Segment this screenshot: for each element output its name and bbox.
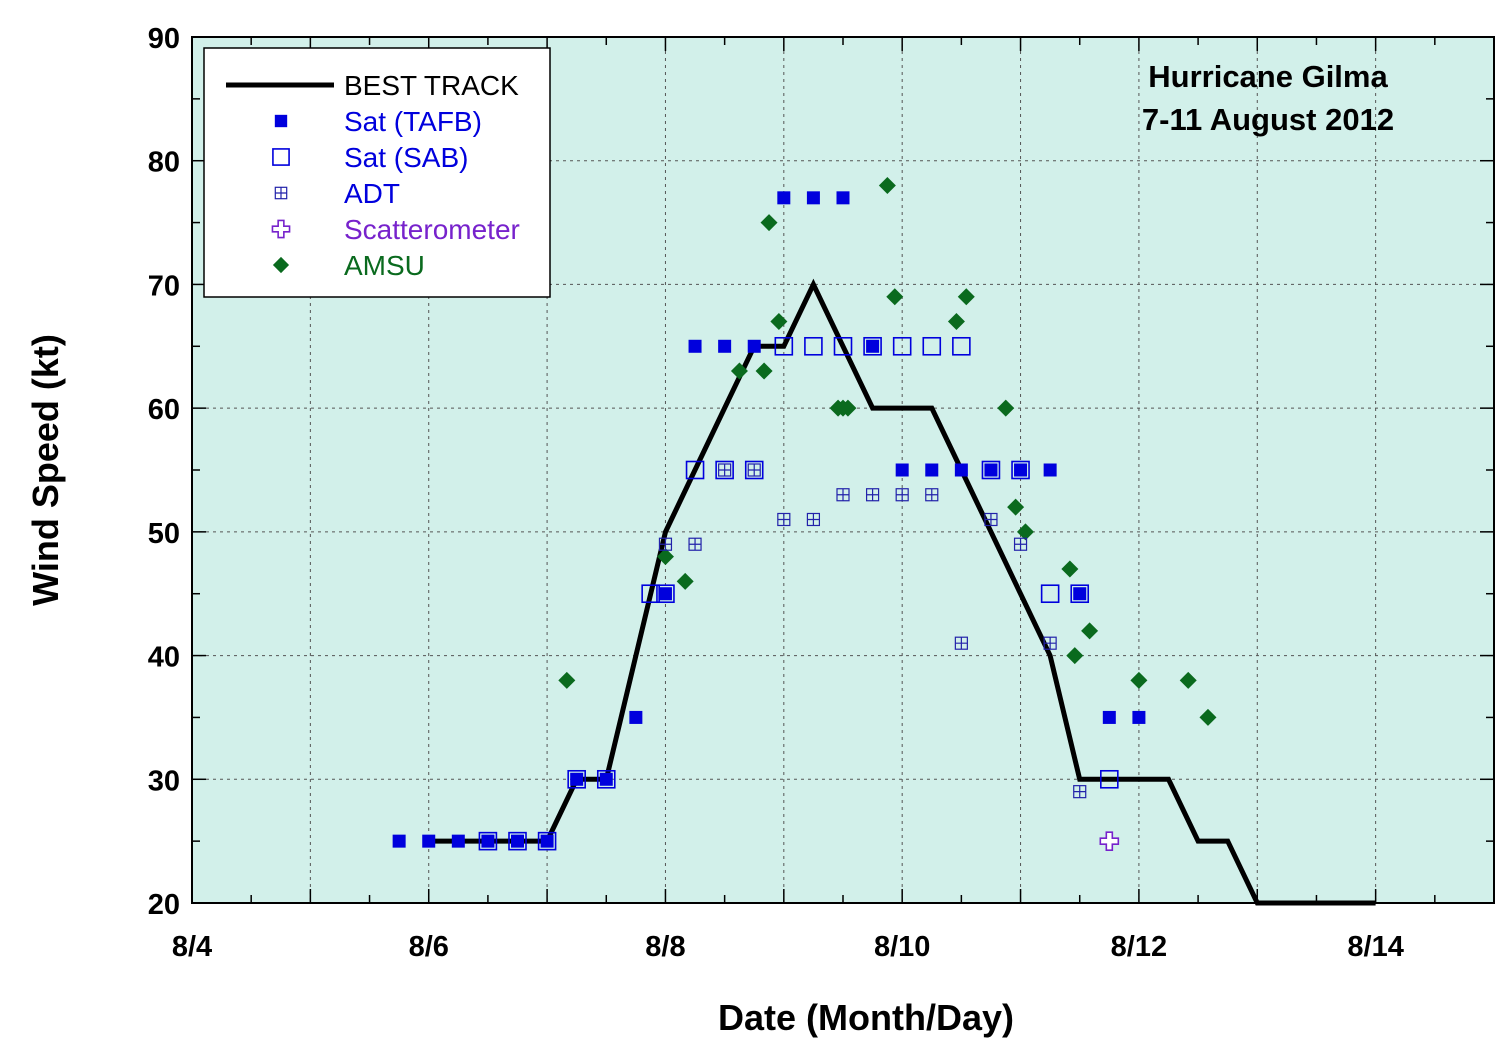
data-point xyxy=(659,587,672,600)
legend-label: Sat (TAFB) xyxy=(344,106,482,137)
y-tick-label: 80 xyxy=(148,147,180,179)
data-point xyxy=(896,464,909,477)
x-tick-label: 8/4 xyxy=(172,931,212,963)
legend-symbol xyxy=(275,115,287,127)
data-point xyxy=(600,773,613,786)
data-point xyxy=(570,773,583,786)
data-point xyxy=(925,464,938,477)
y-tick-label: 30 xyxy=(148,765,180,797)
legend-label: AMSU xyxy=(344,250,425,281)
x-tick-label: 8/10 xyxy=(874,931,930,963)
data-point xyxy=(748,340,761,353)
data-point xyxy=(866,340,879,353)
data-point xyxy=(629,711,642,724)
x-axis-title: Date (Month/Day) xyxy=(718,997,1014,1038)
x-tick-label: 8/12 xyxy=(1111,931,1167,963)
data-point xyxy=(1014,464,1027,477)
data-point xyxy=(689,340,702,353)
x-tick-label: 8/6 xyxy=(409,931,449,963)
data-point xyxy=(393,835,406,848)
y-tick-label: 60 xyxy=(148,394,180,426)
legend-label: ADT xyxy=(344,178,400,209)
data-point xyxy=(452,835,465,848)
y-tick-label: 20 xyxy=(148,889,180,921)
legend: BEST TRACK Sat (TAFB) Sat (SAB) ADT Scattero… xyxy=(204,48,550,297)
data-point xyxy=(1044,464,1057,477)
data-point xyxy=(807,191,820,204)
data-point xyxy=(422,835,435,848)
x-tick-label: 8/14 xyxy=(1347,931,1403,963)
data-point xyxy=(481,835,494,848)
data-point xyxy=(777,191,790,204)
y-tick-labels: 20 30 40 50 60 70 80 90 xyxy=(148,23,180,921)
data-point xyxy=(1132,711,1145,724)
y-tick-label: 50 xyxy=(148,518,180,550)
data-point xyxy=(1073,587,1086,600)
x-tick-labels: 8/4 8/6 8/8 8/10 8/12 8/14 xyxy=(172,931,1404,963)
data-point xyxy=(1103,711,1116,724)
legend-label: Sat (SAB) xyxy=(344,142,468,173)
legend-label: BEST TRACK xyxy=(344,70,519,101)
legend-label: Scatterometer xyxy=(344,214,520,245)
data-point xyxy=(984,464,997,477)
data-point xyxy=(511,835,524,848)
y-tick-label: 40 xyxy=(148,642,180,674)
data-point xyxy=(541,835,554,848)
x-tick-label: 8/8 xyxy=(645,931,685,963)
data-point xyxy=(837,191,850,204)
data-point xyxy=(718,340,731,353)
chart-title-line-2: 7-11 August 2012 xyxy=(1142,102,1394,137)
y-axis-title: Wind Speed (kt) xyxy=(25,334,66,606)
chart-title-line-1: Hurricane Gilma xyxy=(1148,59,1388,94)
y-tick-label: 70 xyxy=(148,270,180,302)
data-point xyxy=(955,464,968,477)
y-tick-label: 90 xyxy=(148,23,180,55)
